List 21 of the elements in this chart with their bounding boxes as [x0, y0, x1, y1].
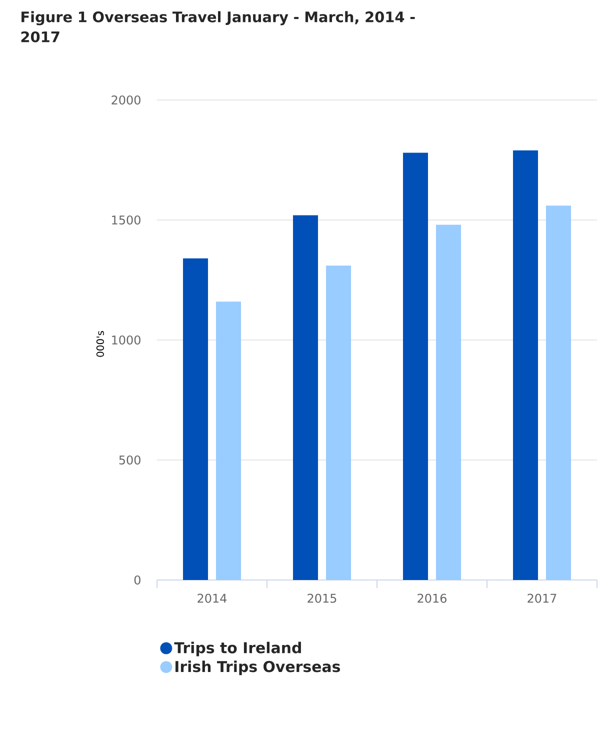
- bar: [403, 152, 428, 580]
- y-axis-title: 000's: [96, 331, 104, 357]
- y-tick-label: 1000: [112, 335, 140, 345]
- bar: [216, 302, 242, 580]
- legend-label: Trips to Ireland: [174, 642, 301, 656]
- x-tick-label: 2016: [418, 594, 446, 603]
- y-tick-label: 2000: [112, 95, 140, 105]
- bar: [293, 215, 318, 580]
- y-tick-label: 500: [119, 455, 140, 465]
- legend-label: Irish Trips Overseas: [176, 660, 340, 676]
- y-tick-label: 1500: [112, 215, 140, 225]
- x-tick-label: 2017: [528, 594, 556, 603]
- bar: [326, 266, 352, 580]
- bar: [436, 224, 462, 580]
- bar: [546, 206, 572, 580]
- bar: [513, 150, 538, 580]
- bar: [183, 258, 208, 580]
- chart-title: Figure 1 Overseas Travel January - March, 2014 - 2017: [21, 11, 415, 42]
- y-tick-label: 0: [134, 575, 140, 585]
- x-tick-label: 2015: [308, 594, 336, 603]
- x-tick-label: 2014: [198, 594, 227, 603]
